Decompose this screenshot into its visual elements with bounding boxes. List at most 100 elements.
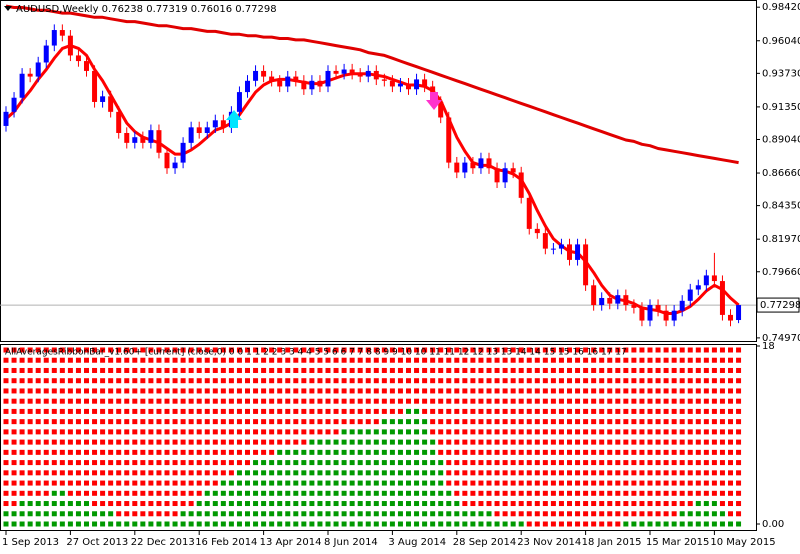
ribbon-dot (406, 429, 411, 435)
ribbon-dot (116, 388, 122, 394)
ribbon-dot (397, 521, 403, 527)
candle-body (575, 244, 581, 260)
ribbon-dot (494, 429, 500, 435)
ribbon-dot (438, 511, 444, 517)
ribbon-dot (454, 378, 460, 384)
ribbon-dot (67, 521, 73, 527)
ribbon-dot (148, 511, 154, 517)
ribbon-dot (253, 419, 259, 425)
ribbon-dot (711, 460, 717, 466)
ribbon-dot (277, 367, 283, 373)
ribbon-column (285, 347, 291, 527)
ribbon-dot (623, 378, 629, 384)
ribbon-dot (639, 490, 645, 496)
ribbon-dot (228, 490, 234, 496)
ribbon-dot (67, 470, 73, 476)
ribbon-dot (333, 388, 339, 394)
ribbon-dot (116, 439, 122, 445)
ribbon-dot (607, 439, 613, 445)
ribbon-dot (567, 367, 572, 373)
ribbon-dot (92, 501, 98, 507)
candle-body (59, 30, 65, 36)
ribbon-dot (92, 408, 98, 414)
ribbon-dot (180, 388, 186, 394)
ribbon-dot (341, 511, 347, 517)
ribbon-dot (373, 460, 379, 466)
y-tick-label: 0.84350 (762, 201, 800, 212)
ribbon-column (736, 347, 742, 527)
ribbon-dot (172, 408, 178, 414)
ribbon-dot (430, 490, 436, 496)
ribbon-dot (389, 501, 395, 507)
ribbon-column (357, 347, 363, 527)
ribbon-dot (486, 511, 492, 517)
ribbon-dot (470, 511, 476, 517)
ribbon-column (583, 347, 589, 527)
ribbon-dot (19, 357, 25, 363)
ribbon-dot (687, 521, 693, 527)
ribbon-dot (550, 367, 556, 373)
ribbon-dot (655, 501, 661, 507)
ribbon-dot (84, 449, 89, 455)
ribbon-dot (3, 501, 9, 507)
ribbon-dot (414, 347, 420, 353)
ribbon-dot (478, 521, 484, 527)
ribbon-dot (510, 449, 516, 455)
ribbon-dot (188, 408, 194, 414)
ribbon-dot (719, 460, 725, 466)
y-tick-label: 0.79660 (762, 267, 800, 278)
ribbon-dot (309, 521, 315, 527)
ribbon-dot (647, 419, 653, 425)
ribbon-dot (373, 490, 379, 496)
ribbon-dot (462, 511, 468, 517)
candle-body (736, 305, 742, 321)
ribbon-dot (341, 419, 347, 425)
ribbon-dot (349, 347, 355, 353)
ribbon-dot (51, 357, 57, 363)
ribbon-dot (51, 388, 57, 394)
ribbon-dot (397, 367, 403, 373)
ribbon-dot (51, 378, 57, 384)
ribbon-dot (124, 347, 130, 353)
ribbon-dot (446, 378, 452, 384)
ribbon-dot (148, 429, 154, 435)
ribbon-dot (414, 460, 420, 466)
ribbon-dot (75, 357, 81, 363)
y-tick-label: 0.74970 (762, 333, 800, 344)
ribbon-dot (3, 408, 9, 414)
ribbon-dot (470, 378, 476, 384)
menu-icon[interactable] (4, 6, 12, 11)
ribbon-dot (687, 419, 693, 425)
y-tick-label: 0.00 (762, 519, 784, 530)
ribbon-dot (711, 480, 717, 486)
ribbon-dot (502, 501, 508, 507)
ribbon-dot (124, 501, 130, 507)
ribbon-dot (478, 460, 484, 466)
ribbon-dot (663, 419, 669, 425)
ribbon-dot (687, 367, 693, 373)
ribbon-dot (27, 347, 33, 353)
ribbon-dot (43, 460, 49, 466)
ribbon-dot (188, 449, 194, 455)
ribbon-dot (43, 439, 49, 445)
ribbon-dot (253, 429, 259, 435)
ribbon-dot (542, 388, 548, 394)
ribbon-column (212, 347, 218, 527)
ribbon-dot (623, 398, 629, 404)
ribbon-column (140, 347, 146, 527)
candle-body (631, 305, 637, 308)
ribbon-dot (309, 470, 315, 476)
ribbon-dot (100, 480, 106, 486)
ribbon-dot (108, 378, 114, 384)
ribbon-dot (148, 470, 154, 476)
ribbon-dot (220, 460, 226, 466)
candle-body (100, 96, 106, 102)
ribbon-dot (494, 357, 500, 363)
ribbon-dot (462, 419, 468, 425)
ribbon-dot (100, 367, 106, 373)
ribbon-dot (389, 398, 395, 404)
ribbon-dot (196, 367, 202, 373)
ribbon-dot (301, 460, 307, 466)
ribbon-dot (220, 388, 226, 394)
